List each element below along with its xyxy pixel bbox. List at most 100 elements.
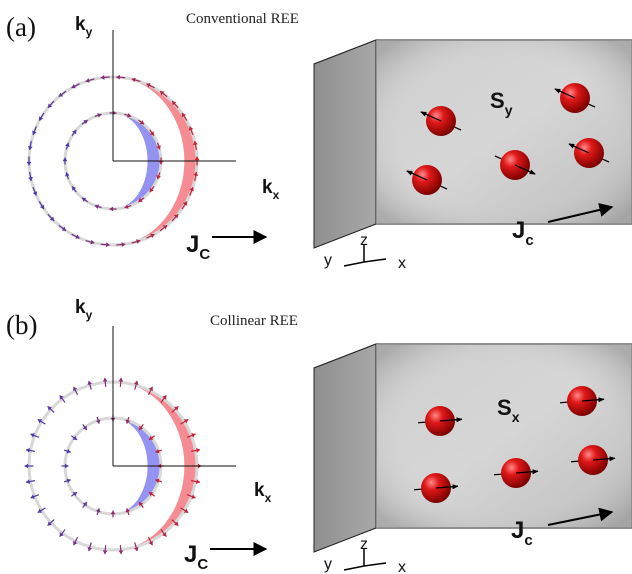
spin-arrow-head <box>191 433 196 438</box>
spin-arrow-head <box>139 502 144 507</box>
spin-arrow-head <box>136 239 141 244</box>
spin-arrow-head <box>131 77 136 83</box>
spin-arrow-head <box>64 463 69 469</box>
spin-arrow-head <box>162 532 167 537</box>
spin-arrow-head <box>183 508 189 513</box>
spin-arrow-head <box>66 478 71 484</box>
spin-arrow-head <box>162 225 168 230</box>
spin-arrow-head <box>188 126 194 131</box>
spin-arrow-head <box>196 479 200 484</box>
spin-direction-arrow-front <box>568 143 590 154</box>
spin-arrow-head <box>102 377 108 382</box>
y-axis-label: y <box>324 252 332 269</box>
spin-arrow-head <box>146 83 151 88</box>
x-axis-label: x <box>398 559 406 574</box>
spin-arrow-head <box>149 187 154 193</box>
spin-arrow-head <box>32 130 37 135</box>
coordinate-axes-b: z y x <box>324 536 406 574</box>
spin-arrow-head <box>158 160 164 165</box>
spin-arrow-head <box>37 419 43 424</box>
spin-arrow-head <box>72 186 77 191</box>
spin-texture-arrows-a <box>26 74 200 248</box>
spin-arrow-head <box>39 116 44 121</box>
spin-arrow-head <box>40 204 45 210</box>
ky-label: ky <box>75 14 93 39</box>
panel-b-label: (b) <box>6 310 37 340</box>
spin-arrow-head <box>102 550 108 555</box>
spin-arrow-head <box>26 479 30 484</box>
spin-arrow-head <box>162 395 167 400</box>
spin-arrow-head <box>47 406 52 411</box>
spin-arrow-head <box>82 425 87 430</box>
k-space-diagram-b: ky kx JC <box>24 297 272 573</box>
panel-b-title: Collinear REE <box>210 313 298 329</box>
spin-direction-arrow-front <box>439 417 463 423</box>
spin-label: Sy <box>490 88 513 118</box>
kx-label: kx <box>254 480 272 505</box>
box-current-arrow <box>547 507 614 526</box>
spin-arrow-head <box>193 172 199 176</box>
outer-crescent-shade <box>113 77 197 245</box>
spin-arrow-head <box>156 174 161 180</box>
spin-arrow-head <box>118 377 124 382</box>
spin-arrow-head <box>58 92 64 97</box>
spin-arrow-head <box>75 234 80 239</box>
spin-arrow-head <box>73 540 78 546</box>
spin-arrow-head <box>126 113 132 118</box>
spin-arrow-head <box>149 492 154 497</box>
slab-left-face <box>313 39 377 249</box>
current-label: JC <box>186 231 210 263</box>
spin-arrow-head <box>95 419 101 424</box>
spin-arrow-head <box>121 242 126 247</box>
spin-direction-arrow-front <box>554 88 576 99</box>
spin-direction-arrow-front <box>420 111 442 122</box>
y-axis-label: y <box>324 556 332 573</box>
spin-arrow-head <box>148 386 153 392</box>
spin-arrow-head <box>149 435 154 440</box>
coordinate-axes-a: z y x <box>324 232 406 272</box>
spin-direction-arrow-front <box>581 397 605 403</box>
panel-b: (b) Collinear REE ky kx JC Sx Jc z <box>6 297 632 574</box>
panel-a: (a) Conventional REE ky kx JC Sy Jc <box>6 11 632 272</box>
spin-arrow-head <box>90 239 95 245</box>
spin-direction-arrow-front <box>406 170 428 181</box>
spin-arrow-head <box>95 508 101 513</box>
current-label: JC <box>184 541 208 573</box>
slab-left-face <box>313 343 377 553</box>
spin-arrow-head <box>155 478 160 484</box>
spin-arrow-head <box>173 214 179 219</box>
spin-arrow-head <box>193 141 198 146</box>
spin-arrow-head <box>85 78 90 83</box>
spin-label: Sx <box>497 395 520 425</box>
spin-arrow-head <box>26 161 32 166</box>
spin-arrow-head <box>61 226 66 231</box>
spin-arrow-head <box>149 131 154 136</box>
spin-arrow-head <box>73 386 78 392</box>
spin-arrow-head <box>110 510 116 515</box>
spin-arrow-head <box>196 448 200 453</box>
spin-texture-arrows-b <box>24 377 202 555</box>
spin-arrow-head <box>160 91 165 96</box>
spin-arrow-head <box>174 406 179 411</box>
spin-arrow-head <box>87 547 93 552</box>
spin-direction-arrow-front <box>515 469 539 475</box>
slab-a: Sy Jc <box>313 39 632 249</box>
spin-arrow-head <box>189 187 194 192</box>
spin-arrow-head <box>194 156 200 161</box>
spin-arrow-head <box>125 419 131 424</box>
spin-arrow-head <box>47 103 53 108</box>
spin-arrow-head <box>66 448 71 454</box>
spin-arrow-head <box>65 142 70 148</box>
k-space-diagram-a: ky kx JC <box>26 14 280 263</box>
spin-direction-arrow-front <box>514 164 536 175</box>
outer-crescent-shade <box>113 382 197 550</box>
spin-arrow-head <box>148 540 153 546</box>
box-current-label: Jc <box>511 517 533 549</box>
spin-arrow-head <box>133 547 139 552</box>
spin-arrow-head <box>105 242 110 248</box>
x-axis-label: x <box>398 255 406 272</box>
spin-arrow-head <box>97 113 102 118</box>
spin-arrow-head <box>118 550 124 555</box>
panel-a-label: (a) <box>6 12 36 42</box>
spin-arrow-head <box>183 419 189 424</box>
